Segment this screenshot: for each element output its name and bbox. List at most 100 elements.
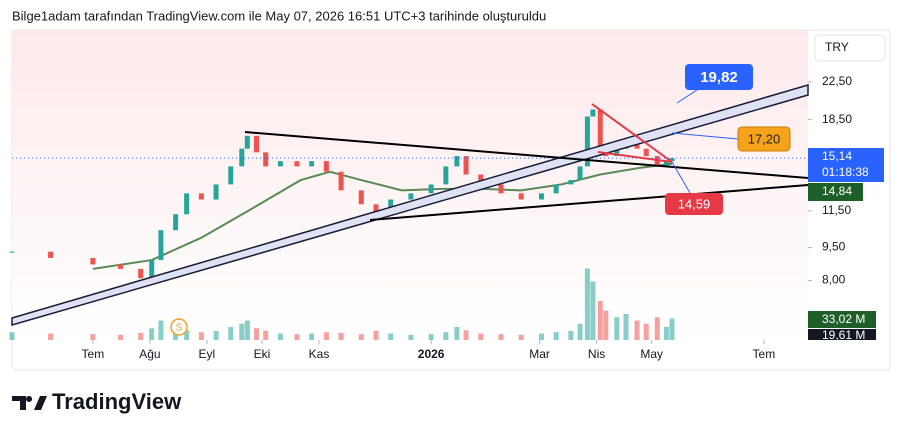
volume-bar	[9, 332, 15, 340]
volume-bar	[538, 333, 544, 340]
volume-bar	[228, 327, 234, 340]
candle	[309, 161, 315, 167]
volume-bar	[338, 332, 344, 340]
candle	[498, 184, 504, 194]
plot	[9, 109, 808, 340]
volume-bar	[323, 332, 329, 340]
candle	[373, 204, 379, 213]
caption: Bilge1adam tarafından TradingView.com il…	[12, 8, 546, 23]
candle	[584, 116, 590, 167]
volume-bar	[309, 333, 315, 340]
currency-button[interactable]	[814, 34, 886, 62]
volume-bar	[117, 334, 123, 340]
candle	[478, 174, 484, 185]
annotation-box	[685, 64, 753, 90]
candle	[9, 251, 15, 253]
volume-bar	[443, 332, 449, 340]
volume-bar	[623, 314, 629, 340]
volume-bar	[454, 327, 460, 340]
volume-bar	[463, 330, 469, 340]
channel	[11, 83, 809, 326]
candle	[173, 214, 179, 231]
volume-bar	[90, 334, 96, 340]
volume-ma-label: 19,61 M	[822, 328, 865, 342]
annotation: 17,20	[748, 131, 781, 146]
volume-bar	[478, 333, 484, 340]
trend-line	[369, 184, 809, 221]
volume-bar	[408, 334, 414, 340]
candle	[239, 148, 245, 167]
y-tick-label: 8,00	[822, 273, 846, 287]
candle	[277, 161, 283, 167]
volume-bar	[498, 334, 504, 340]
logo	[12, 396, 47, 410]
volume-bar	[158, 320, 164, 340]
volume-bar	[277, 333, 283, 340]
volume-label: 33,02 M	[822, 312, 865, 326]
volume-bar	[358, 334, 364, 340]
candle	[388, 199, 394, 213]
volume-bar	[603, 310, 609, 340]
candle	[323, 161, 329, 172]
last-price-box	[808, 148, 884, 182]
volume-box	[808, 311, 876, 328]
x-tick-label: Tem	[82, 347, 105, 361]
plot-bg	[12, 30, 808, 340]
x-tick-label: May	[640, 347, 663, 361]
x-tick-label: Eyl	[199, 347, 216, 361]
x-tick-label: Tem	[753, 347, 776, 361]
x-tick-label: Nis	[588, 347, 605, 361]
x-tick-label: Eki	[254, 347, 271, 361]
candle	[428, 184, 434, 194]
candle	[553, 184, 559, 194]
candle	[158, 230, 164, 261]
moving-average	[92, 162, 673, 270]
volume-bar	[149, 328, 155, 340]
volume-bar	[553, 332, 559, 340]
volume-bar	[597, 301, 603, 340]
candle	[669, 158, 675, 162]
candle	[454, 156, 460, 167]
volume-bar	[614, 317, 620, 340]
candle	[463, 156, 469, 175]
annotation: 14,59	[678, 196, 711, 211]
pointer	[671, 161, 691, 194]
volume-bar	[584, 268, 590, 340]
candle	[590, 109, 596, 117]
y-tick-label: 11,50	[822, 203, 851, 217]
volume-bar	[428, 334, 434, 340]
volume-bar	[138, 332, 144, 340]
candle	[597, 109, 603, 153]
candle	[117, 264, 123, 269]
volume-bar	[244, 320, 250, 340]
candle	[149, 260, 155, 279]
trend-line	[244, 131, 809, 179]
candle	[568, 180, 574, 185]
dividend-icon	[170, 318, 188, 336]
last-price: 15,14	[822, 149, 852, 163]
candle	[577, 166, 583, 181]
pointer	[676, 87, 701, 104]
candle	[48, 251, 54, 258]
volume-bar	[213, 330, 219, 340]
candle	[198, 193, 204, 200]
y-tick-label: 22,50	[822, 74, 852, 88]
candle	[138, 268, 144, 279]
candle	[614, 148, 620, 157]
volume-bar	[198, 332, 204, 340]
candle	[654, 156, 660, 167]
currency: TRY	[825, 40, 849, 54]
candle	[663, 161, 669, 167]
volume-bar	[577, 323, 583, 340]
x-tick-label: 2026	[418, 347, 445, 361]
candle	[263, 152, 269, 167]
candle	[408, 193, 414, 200]
dividend-icon-text: S	[176, 323, 183, 334]
ma-price: 14,84	[822, 184, 852, 198]
x-tick-label: Ağu	[139, 347, 160, 361]
candle	[244, 135, 250, 149]
volume-bar	[634, 320, 640, 340]
